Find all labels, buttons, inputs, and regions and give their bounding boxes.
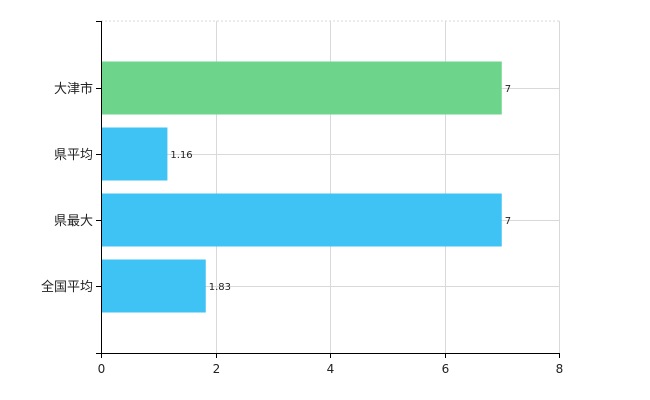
labels: 0 2 4 6 8 大津市 7 県平均 1.16 県最大 7 全国平均 1.83 [41, 81, 563, 376]
bar-2 [102, 193, 502, 247]
axes [96, 21, 560, 358]
category-label: 大津市 [54, 81, 93, 97]
x-tick-label: 6 [442, 362, 450, 376]
value-label: 7 [505, 216, 511, 227]
x-tick-label: 4 [327, 362, 335, 376]
value-label: 1.83 [209, 282, 231, 293]
x-tick-label: 2 [213, 362, 221, 376]
category-label: 県最大 [54, 214, 93, 229]
value-label: 1.16 [170, 150, 192, 161]
bar-1 [102, 127, 168, 181]
bar-3 [102, 259, 206, 313]
category-label: 全国平均 [41, 279, 93, 295]
bar-0 [102, 61, 502, 115]
value-label: 7 [505, 84, 511, 95]
category-label: 県平均 [54, 148, 93, 163]
x-tick-label: 0 [98, 362, 106, 376]
x-tick-label: 8 [556, 362, 564, 376]
bars [102, 61, 502, 313]
